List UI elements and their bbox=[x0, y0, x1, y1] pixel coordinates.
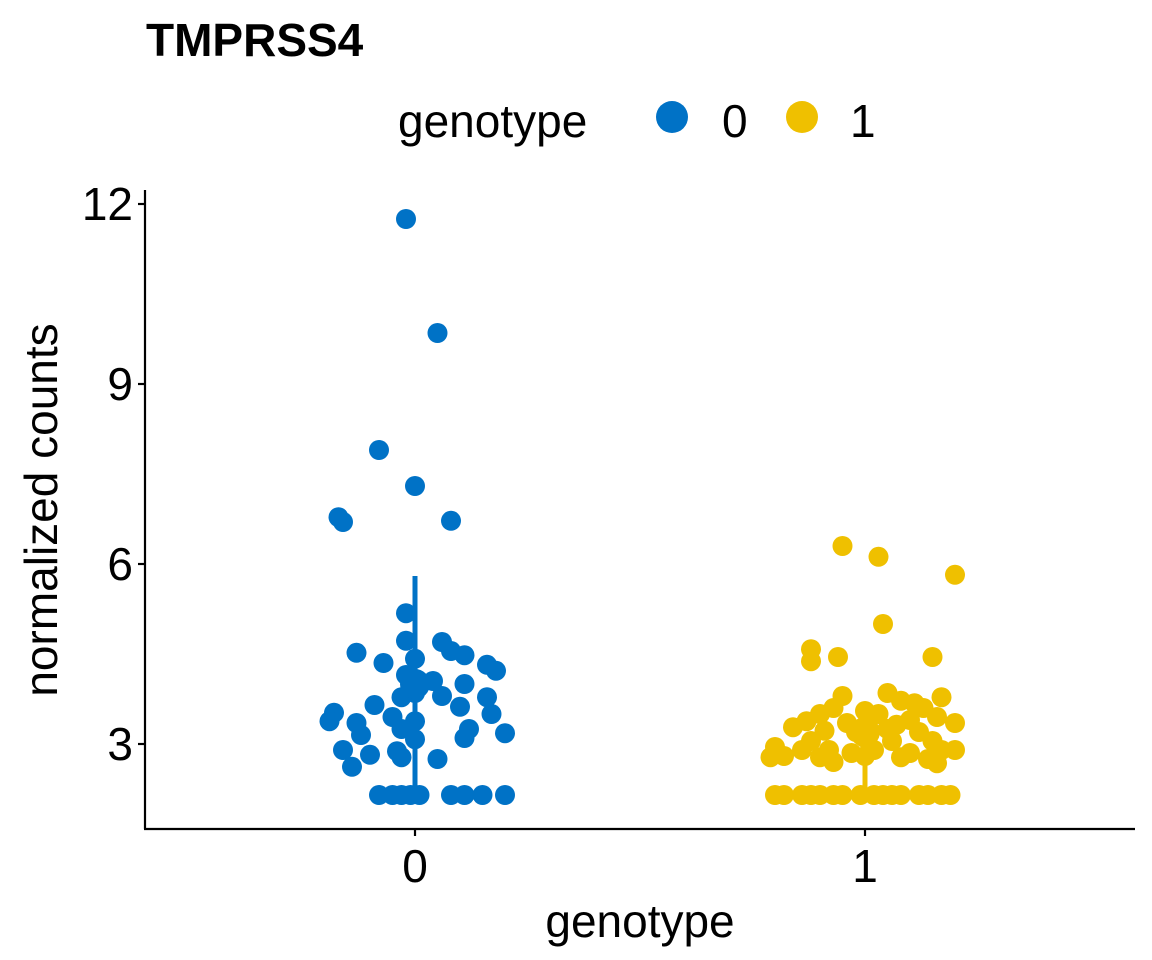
legend-label-genotype-0: 0 bbox=[722, 95, 748, 147]
data-point-genotype-0 bbox=[333, 740, 353, 760]
data-point-genotype-1 bbox=[855, 746, 875, 766]
data-point-genotype-0 bbox=[495, 723, 515, 744]
data-point-genotype-0 bbox=[454, 674, 475, 694]
data-point-genotype-0 bbox=[432, 686, 452, 706]
data-point-genotype-1 bbox=[927, 753, 947, 774]
data-point-genotype-0 bbox=[450, 696, 470, 717]
legend: genotype 0 1 bbox=[398, 95, 876, 147]
data-point-genotype-1 bbox=[891, 747, 911, 768]
data-point-genotype-1 bbox=[891, 785, 911, 805]
data-point-genotype-0 bbox=[405, 648, 425, 669]
data-point-genotype-0 bbox=[333, 512, 353, 532]
chart-title: TMPRSS4 bbox=[146, 14, 364, 66]
legend-title: genotype bbox=[398, 95, 587, 147]
x-tick-label: 1 bbox=[852, 840, 878, 892]
data-point-genotype-0 bbox=[342, 756, 362, 777]
data-point-genotype-0 bbox=[405, 476, 425, 496]
data-point-genotype-1 bbox=[868, 704, 889, 724]
data-point-genotype-0 bbox=[391, 747, 412, 768]
data-point-genotype-1 bbox=[931, 687, 952, 708]
data-point-genotype-1 bbox=[783, 717, 803, 738]
data-point-genotype-1 bbox=[774, 785, 794, 805]
data-point-genotype-0 bbox=[364, 695, 385, 715]
data-point-genotype-1 bbox=[832, 785, 853, 805]
data-point-genotype-0 bbox=[396, 209, 416, 229]
data-point-genotype-0 bbox=[369, 440, 389, 460]
data-point-genotype-1 bbox=[882, 731, 902, 751]
data-point-genotype-0 bbox=[427, 749, 448, 769]
data-point-genotype-0 bbox=[486, 660, 506, 681]
data-point-genotype-0 bbox=[472, 785, 493, 805]
data-point-genotype-0 bbox=[346, 642, 367, 663]
data-point-genotype-1 bbox=[792, 740, 812, 760]
legend-swatch-genotype-1 bbox=[786, 101, 818, 133]
y-tick-label: 3 bbox=[107, 718, 133, 770]
y-tick-label: 6 bbox=[107, 538, 133, 590]
legend-label-genotype-1: 1 bbox=[850, 95, 876, 147]
data-point-genotype-0 bbox=[454, 728, 475, 748]
data-point-genotype-1 bbox=[940, 785, 961, 805]
data-point-genotype-1 bbox=[945, 740, 965, 760]
y-axis-title: normalized counts bbox=[15, 323, 67, 696]
data-point-genotype-0 bbox=[477, 687, 497, 708]
data-point-genotype-0 bbox=[454, 645, 475, 666]
data-point-genotype-1 bbox=[927, 707, 947, 727]
x-axis-title: genotype bbox=[545, 895, 734, 947]
data-point-genotype-1 bbox=[922, 647, 943, 667]
chart-marks bbox=[319, 209, 965, 805]
data-point-genotype-0 bbox=[405, 729, 425, 750]
data-point-genotype-1 bbox=[945, 564, 965, 585]
data-point-genotype-0 bbox=[396, 630, 416, 651]
y-tick-label: 12 bbox=[82, 178, 133, 230]
data-point-genotype-1 bbox=[801, 651, 821, 672]
median-point-genotype-1 bbox=[850, 717, 880, 747]
y-tick-label: 9 bbox=[107, 358, 133, 410]
data-point-genotype-0 bbox=[441, 510, 461, 531]
data-point-genotype-0 bbox=[427, 323, 448, 343]
median-point-genotype-0 bbox=[400, 669, 430, 699]
x-tick-label: 0 bbox=[402, 840, 428, 892]
legend-swatch-genotype-0 bbox=[656, 101, 688, 133]
data-point-genotype-0 bbox=[495, 785, 515, 805]
data-point-genotype-0 bbox=[373, 653, 394, 673]
data-point-genotype-1 bbox=[873, 614, 893, 634]
data-point-genotype-0 bbox=[481, 704, 502, 724]
data-point-genotype-0 bbox=[360, 744, 380, 765]
data-point-genotype-1 bbox=[828, 647, 848, 667]
data-point-genotype-1 bbox=[760, 747, 781, 768]
data-point-genotype-1 bbox=[832, 536, 853, 556]
data-point-genotype-0 bbox=[396, 603, 416, 624]
y-axis-ticks: 3 6 9 12 bbox=[82, 178, 145, 770]
data-point-genotype-1 bbox=[945, 713, 965, 733]
data-point-genotype-0 bbox=[319, 711, 340, 732]
data-point-genotype-0 bbox=[351, 725, 371, 745]
data-point-genotype-0 bbox=[454, 785, 475, 805]
data-point-genotype-1 bbox=[868, 546, 889, 567]
data-point-genotype-1 bbox=[823, 752, 844, 772]
data-point-genotype-0 bbox=[409, 785, 430, 805]
